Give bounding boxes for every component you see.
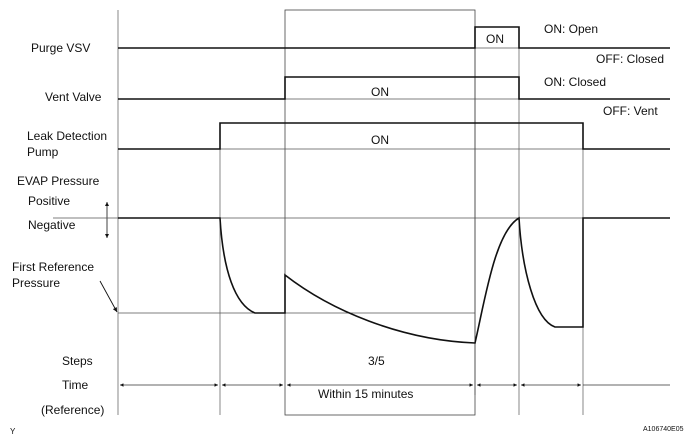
time-gridlines <box>117 10 584 415</box>
reference-label-2: Pressure <box>12 276 60 290</box>
vent-valve-label: Vent Valve <box>45 90 102 104</box>
purge-vsv-label: Purge VSV <box>31 41 90 55</box>
purge-off-state: OFF: Closed <box>596 52 664 66</box>
leak-pump-on-label: ON <box>371 133 389 147</box>
evap-pressure-curve <box>118 216 670 344</box>
leak-pump-label-2: Pump <box>27 145 59 159</box>
time-value: Within 15 minutes <box>318 387 413 401</box>
steps-label: Steps <box>62 354 93 368</box>
figure-id: A106740E05 <box>643 426 684 433</box>
time-label: Time <box>62 378 89 392</box>
evap-pressure-label: EVAP Pressure <box>17 174 100 188</box>
negative-label: Negative <box>28 218 76 232</box>
steps-value: 3/5 <box>368 354 385 368</box>
purge-vsv-signal <box>118 26 670 49</box>
vent-on-state: ON: Closed <box>544 75 606 89</box>
reference-label-1: First Reference <box>12 260 94 274</box>
purge-vsv-on-label: ON <box>486 32 504 46</box>
leak-pump-signal <box>118 122 670 150</box>
leak-pump-label-1: Leak Detection <box>27 129 107 143</box>
step-3-box <box>284 9 476 416</box>
positive-label: Positive <box>28 194 70 208</box>
purge-on-state: ON: Open <box>544 22 598 36</box>
vent-valve-on-label: ON <box>371 85 389 99</box>
vent-off-state: OFF: Vent <box>603 104 658 118</box>
corner-mark: Y <box>10 427 16 436</box>
vent-valve-signal <box>118 76 670 100</box>
reference-arrow <box>99 280 118 313</box>
reference-row-label: (Reference) <box>41 403 104 417</box>
